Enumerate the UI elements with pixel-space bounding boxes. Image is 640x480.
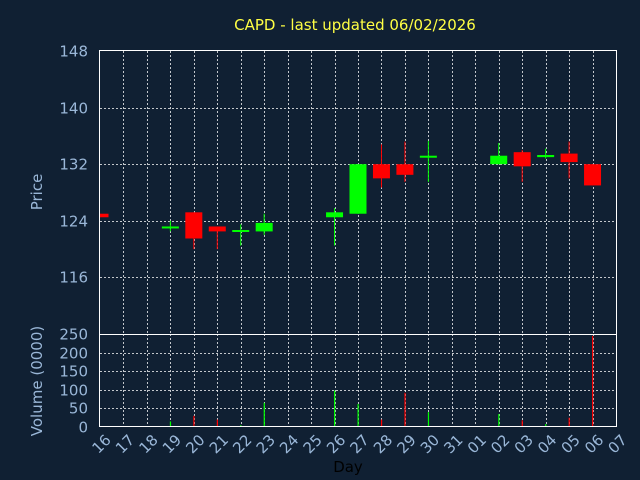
volume-tick-label: 150 xyxy=(59,363,88,381)
candle-body xyxy=(232,229,250,232)
candle-body xyxy=(255,222,273,232)
day-tick-label: 20 xyxy=(182,431,208,457)
candle-body xyxy=(185,212,203,239)
price-tick-label: 140 xyxy=(59,100,88,118)
candle-body xyxy=(513,152,531,167)
day-tick-label: 30 xyxy=(417,431,443,457)
volume-bar xyxy=(568,417,570,427)
volume-bar xyxy=(380,419,383,427)
chart-title: CAPD - last updated 06/02/2026 xyxy=(234,16,476,34)
volume-series xyxy=(169,335,594,427)
day-tick-label: 29 xyxy=(393,431,419,457)
day-tick-label: 04 xyxy=(534,431,560,457)
price-grid xyxy=(100,51,616,334)
price-axis-label: Price xyxy=(28,174,46,211)
day-tick-label: 18 xyxy=(135,431,161,457)
volume-bar xyxy=(334,390,336,427)
volume-bar xyxy=(216,419,218,427)
candle-body xyxy=(208,226,226,232)
volume-tick-label: 50 xyxy=(69,400,88,418)
day-tick-label: 03 xyxy=(511,431,537,457)
candle-body xyxy=(419,155,437,158)
volume-tick-label: 200 xyxy=(59,345,88,363)
candle-body xyxy=(584,164,602,186)
day-tick-label: 17 xyxy=(112,431,138,457)
day-tick-label: 26 xyxy=(323,431,349,457)
price-tick-label: 116 xyxy=(59,269,88,287)
volume-plot-frame xyxy=(99,334,617,427)
volume-bar xyxy=(193,415,195,427)
day-tick-label: 24 xyxy=(276,431,302,457)
day-tick-label: 02 xyxy=(487,431,513,457)
day-tick-label: 31 xyxy=(440,431,466,457)
candle-body xyxy=(326,212,344,218)
day-tick-label: 06 xyxy=(581,431,607,457)
day-tick-label: 28 xyxy=(370,431,396,457)
day-tick-label: 01 xyxy=(464,431,490,457)
day-tick-label: 27 xyxy=(347,431,373,457)
volume-bar xyxy=(498,413,500,427)
volume-bar xyxy=(545,424,547,427)
volume-bar xyxy=(263,402,265,427)
volume-tick-label: 0 xyxy=(78,419,88,437)
volume-bar xyxy=(427,412,430,427)
candle-body xyxy=(161,226,179,229)
day-axis: 1617181920212223242526272829303101020304… xyxy=(89,431,631,457)
candle-body xyxy=(560,153,578,163)
candle-body xyxy=(490,155,508,165)
candle-body xyxy=(349,164,367,214)
price-axis: 148 140 132 124 116 xyxy=(59,43,88,287)
day-tick-label: 25 xyxy=(300,431,326,457)
price-tick-label: 132 xyxy=(59,156,88,174)
day-tick-label: 19 xyxy=(159,431,185,457)
volume-bar xyxy=(404,392,406,427)
day-tick-label: 21 xyxy=(206,431,232,457)
candle-body xyxy=(537,155,555,158)
day-tick-label: 16 xyxy=(89,431,115,457)
day-axis-label: Day xyxy=(333,458,363,476)
candle-body xyxy=(100,213,109,218)
candle-body xyxy=(396,164,414,175)
volume-bar xyxy=(357,403,359,427)
volume-tick-label: 100 xyxy=(59,382,88,400)
volume-tick-label: 250 xyxy=(59,326,88,344)
price-tick-label: 124 xyxy=(59,213,88,231)
volume-bar xyxy=(169,421,172,427)
candle-body xyxy=(372,164,390,179)
price-tick-label: 148 xyxy=(59,43,88,61)
day-tick-label: 05 xyxy=(558,431,584,457)
day-tick-label: 22 xyxy=(229,431,255,457)
volume-bar xyxy=(521,420,523,427)
volume-bar xyxy=(592,335,594,427)
day-tick-label: 23 xyxy=(253,431,279,457)
candlestick-series xyxy=(99,140,602,250)
day-tick-label: 07 xyxy=(605,431,631,457)
volume-axis-label: Volume (0000) xyxy=(28,326,46,436)
